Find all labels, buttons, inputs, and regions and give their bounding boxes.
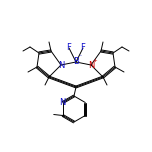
Text: ⁻: ⁻ [78, 55, 82, 60]
Text: N: N [58, 60, 64, 69]
Text: F: F [81, 43, 85, 52]
Text: +: + [93, 59, 97, 64]
Text: N: N [88, 60, 94, 69]
Text: N: N [60, 98, 66, 107]
Text: B: B [73, 57, 79, 66]
Text: F: F [67, 43, 71, 52]
